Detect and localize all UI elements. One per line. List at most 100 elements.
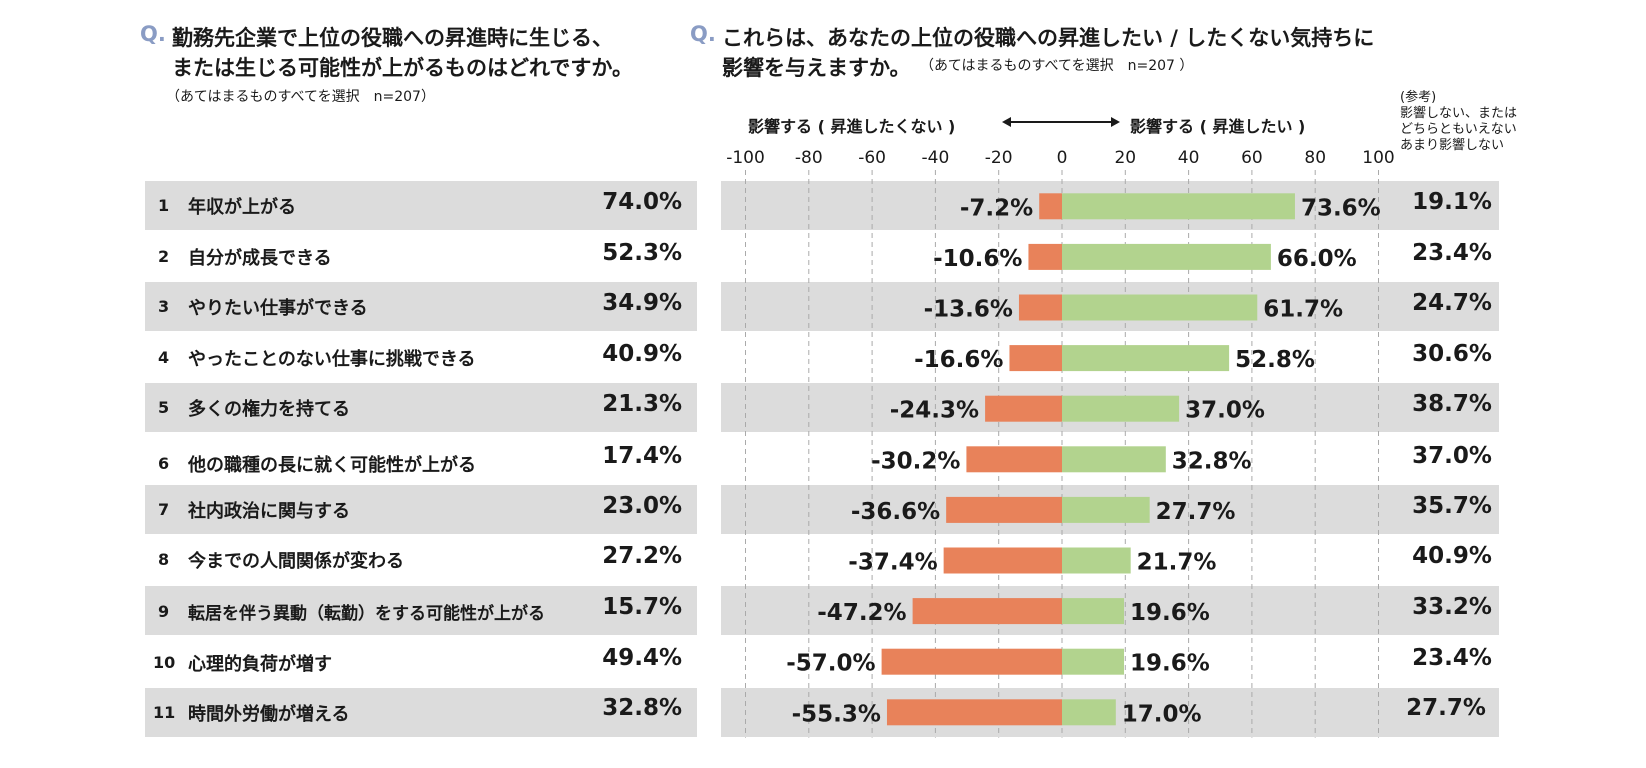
- row-number: 2: [158, 247, 170, 266]
- negative-bar-label: -13.6%: [924, 297, 1013, 323]
- positive-bar-label: 73.6%: [1301, 195, 1381, 221]
- negative-bar-label: -57.0%: [786, 651, 875, 677]
- row-item: 自分が成長できる: [188, 248, 332, 269]
- row-item: 多くの権力を持てる: [188, 399, 350, 420]
- x-tick-label: 0: [1057, 148, 1068, 168]
- ref-value: 19.1%: [1412, 189, 1492, 215]
- left-question-line1: 勤務先企業で上位の役職への昇進時に生じる、: [172, 26, 613, 50]
- row-number: 10: [153, 653, 176, 672]
- negative-bar-label: -24.3%: [890, 398, 979, 424]
- ref-value: 35.7%: [1412, 493, 1492, 519]
- row-number: 5: [158, 398, 170, 417]
- negative-bar: [943, 547, 1062, 574]
- row-item: 心理的負荷が増す: [188, 654, 332, 675]
- positive-direction-label: 影響する ( 昇進したい ): [1130, 117, 1306, 136]
- positive-bar-label: 37.0%: [1185, 398, 1265, 424]
- row-number: 9: [158, 602, 170, 621]
- left-row-band-3: [145, 282, 697, 331]
- left-question-note: （あてはまるものすべてを選択 n=207）: [166, 89, 435, 105]
- row-item: やりたい仕事ができる: [188, 298, 368, 319]
- positive-bar: [1062, 648, 1125, 675]
- direction-arrow-icon: [1002, 117, 1120, 127]
- ref-header-line2: 影響しない、または: [1400, 106, 1518, 121]
- ref-value: 27.7%: [1406, 695, 1486, 721]
- ref-value: 40.9%: [1412, 543, 1492, 569]
- x-tick-label: -80: [795, 148, 823, 168]
- row-value: 40.9%: [602, 341, 682, 367]
- right-question-note: （あてはまるものすべてを選択 n=207 ）: [920, 58, 1194, 74]
- row-item: 今までの人間関係が変わる: [188, 551, 404, 572]
- x-tick-label: 100: [1362, 148, 1394, 168]
- left-question-line2: または生じる可能性が上がるものはどれですか。: [172, 56, 633, 80]
- positive-bar-label: 52.8%: [1235, 347, 1315, 373]
- positive-bar: [1062, 547, 1131, 574]
- row-item: 社内政治に関与する: [188, 501, 350, 522]
- left-row-band-7: [145, 485, 697, 534]
- negative-bar: [985, 395, 1062, 422]
- positive-bar: [1062, 598, 1125, 625]
- ref-value: 30.6%: [1412, 341, 1492, 367]
- ref-value: 37.0%: [1412, 443, 1492, 469]
- row-item: 年収が上がる: [188, 197, 296, 218]
- positive-bar-label: 19.6%: [1130, 600, 1210, 626]
- left-q-mark: Q.: [140, 22, 166, 46]
- ref-value: 23.4%: [1412, 240, 1492, 266]
- ref-header: (参考) 影響しない、または どちらともいえない あまり影響しない: [1400, 90, 1517, 154]
- positive-bar-label: 27.7%: [1156, 499, 1236, 525]
- right-q-mark: Q.: [690, 22, 716, 46]
- row-value: 21.3%: [602, 391, 682, 417]
- row-number: 7: [158, 500, 170, 519]
- positive-bar: [1062, 446, 1166, 473]
- ref-value: 38.7%: [1412, 391, 1492, 417]
- x-tick-label: -40: [922, 148, 950, 168]
- positive-bar: [1062, 345, 1230, 372]
- right-question-line2: 影響を与えますか。: [722, 56, 911, 80]
- positive-bar: [1062, 496, 1150, 523]
- row-number: 8: [158, 550, 170, 569]
- x-tick-label: -60: [858, 148, 886, 168]
- row-number: 3: [158, 297, 170, 316]
- negative-bar-label: -37.4%: [848, 550, 937, 576]
- positive-bar: [1062, 294, 1258, 321]
- positive-bar-label: 66.0%: [1277, 246, 1357, 272]
- negative-bar: [966, 446, 1062, 473]
- row-item: やったことのない仕事に挑戦できる: [188, 349, 476, 370]
- positive-bar: [1062, 699, 1116, 726]
- row-number: 4: [158, 348, 170, 367]
- row-value: 52.3%: [602, 240, 682, 266]
- positive-bar-label: 61.7%: [1263, 297, 1343, 323]
- ref-header-line1: (参考): [1400, 90, 1437, 105]
- negative-bar-label: -47.2%: [817, 600, 906, 626]
- x-tick-label: 80: [1304, 148, 1326, 168]
- row-value: 23.0%: [602, 493, 682, 519]
- left-row-band-9: [145, 586, 697, 635]
- x-tick-label: 20: [1114, 148, 1136, 168]
- ref-header-line4: あまり影響しない: [1400, 138, 1505, 153]
- negative-bar: [886, 699, 1062, 726]
- negative-bar: [1028, 243, 1062, 270]
- right-question-line1: これらは、あなたの上位の役職への昇進したい / したくない気持ちに: [722, 26, 1375, 50]
- row-value: 17.4%: [602, 443, 682, 469]
- x-tick-label: -20: [985, 148, 1013, 168]
- row-number: 1: [158, 196, 170, 215]
- row-item: 転居を伴う異動（転勤）をする可能性が上がる: [188, 604, 545, 624]
- ref-value: 33.2%: [1412, 594, 1492, 620]
- positive-bar-label: 17.0%: [1122, 701, 1202, 727]
- positive-bar-label: 19.6%: [1130, 651, 1210, 677]
- row-value: 74.0%: [602, 189, 682, 215]
- negative-direction-label: 影響する ( 昇進したくない ): [748, 117, 956, 136]
- left-row-band-11: [145, 688, 697, 737]
- row-value: 15.7%: [602, 594, 682, 620]
- negative-bar: [1009, 345, 1062, 372]
- row-value: 27.2%: [602, 543, 682, 569]
- ref-header-line3: どちらともいえない: [1400, 122, 1517, 137]
- negative-bar-label: -55.3%: [792, 701, 881, 727]
- negative-bar: [912, 598, 1062, 625]
- positive-bar: [1062, 193, 1295, 220]
- negative-bar-label: -10.6%: [933, 246, 1022, 272]
- negative-bar: [946, 496, 1062, 523]
- row-value: 49.4%: [602, 645, 682, 671]
- x-tick-label: -100: [726, 148, 765, 168]
- ref-value: 23.4%: [1412, 645, 1492, 671]
